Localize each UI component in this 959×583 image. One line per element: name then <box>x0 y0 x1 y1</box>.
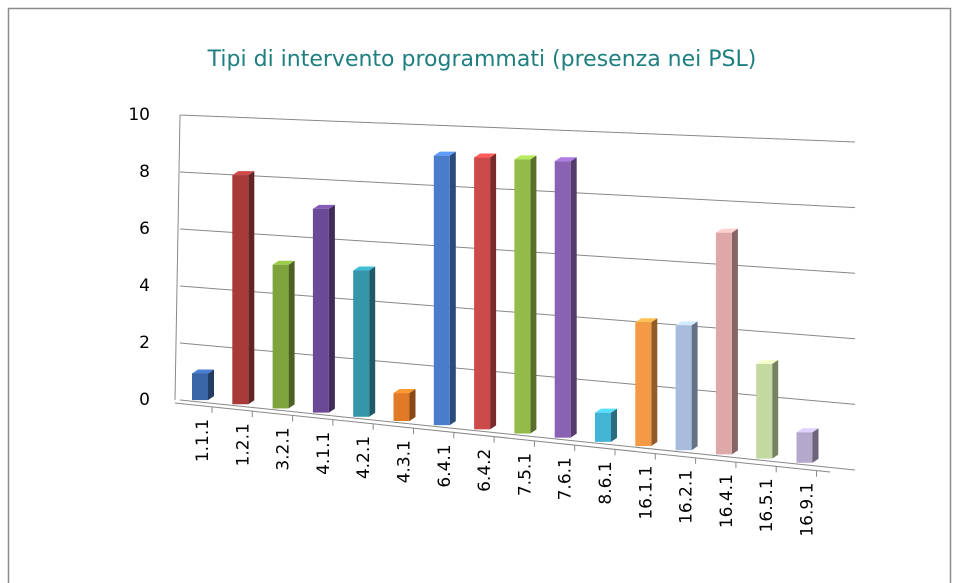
x-axis <box>174 402 831 473</box>
chart-title: Tipi di intervento programmati (presenza… <box>207 47 757 72</box>
y-tick-label: 6 <box>139 219 150 239</box>
bar <box>192 373 208 401</box>
bar-top <box>474 153 497 158</box>
grid-line <box>179 114 856 143</box>
y-tick-label: 8 <box>139 162 150 182</box>
bar-side <box>570 157 577 438</box>
bar-top <box>312 204 335 209</box>
bar <box>675 325 692 451</box>
bar <box>756 363 773 459</box>
bar-side <box>611 408 617 442</box>
left-wall <box>174 114 181 401</box>
y-tick-label: 0 <box>139 390 150 410</box>
grid-line <box>179 399 856 471</box>
bar-side <box>328 204 335 413</box>
bar-top <box>554 157 577 162</box>
x-tick-label: 16.9.1 <box>798 483 818 537</box>
bar <box>393 393 410 421</box>
bar-side <box>691 321 698 451</box>
x-tick-label: 6.4.1 <box>435 444 455 487</box>
bar-top <box>595 408 617 413</box>
bar-top <box>433 151 456 156</box>
x-tick-label: 6.4.2 <box>475 449 495 492</box>
y-tick-label: 2 <box>139 333 150 353</box>
bar-top <box>635 318 658 323</box>
x-tick-label: 8.6.1 <box>596 461 616 504</box>
x-tick-label: 7.6.1 <box>556 457 576 500</box>
bar-side <box>449 151 456 426</box>
bar-side <box>409 389 416 421</box>
bar <box>514 159 531 434</box>
bar <box>433 155 450 426</box>
x-tick-label: 1.1.1 <box>193 419 213 462</box>
bar <box>474 157 491 430</box>
bar-side <box>731 228 738 455</box>
bar-side <box>248 171 255 405</box>
x-tick-label: 4.2.1 <box>354 436 374 479</box>
x-tick-label: 16.5.1 <box>757 478 777 532</box>
x-tick-label: 16.4.1 <box>717 474 737 528</box>
bar-top <box>393 389 416 394</box>
x-tick-label: 16.1.1 <box>636 466 656 520</box>
bar-side <box>369 266 376 417</box>
bar <box>796 432 813 463</box>
bar-top <box>192 369 214 374</box>
x-tick-label: 7.5.1 <box>515 453 535 496</box>
bar <box>272 264 289 409</box>
bar-side <box>208 369 214 401</box>
bar <box>554 161 571 438</box>
bar-top <box>796 428 819 433</box>
bar-top <box>232 171 255 176</box>
bar-top <box>675 321 698 326</box>
bar <box>232 175 249 405</box>
x-tick-label: 4.3.1 <box>395 440 415 483</box>
bar-top <box>715 228 738 233</box>
x-tick-label: 16.2.1 <box>677 470 697 524</box>
bar <box>635 322 652 447</box>
bar-top <box>756 359 779 364</box>
bar <box>353 270 370 417</box>
x-tick-label: 3.2.1 <box>274 427 294 470</box>
bar-top <box>514 155 537 160</box>
bar <box>715 232 732 455</box>
y-tick-label: 10 <box>128 105 150 125</box>
bar-side <box>772 359 779 459</box>
bar-side <box>812 428 819 463</box>
bar-side <box>288 260 295 409</box>
bar-top <box>272 260 295 265</box>
bar <box>312 208 329 413</box>
bar-top <box>353 266 376 271</box>
x-tick-label: 1.2.1 <box>233 423 253 466</box>
bar-side <box>530 155 537 434</box>
bar-side <box>490 153 497 430</box>
bar-side <box>651 318 658 447</box>
y-tick-label: 4 <box>139 276 150 296</box>
x-tick-label: 4.1.1 <box>314 432 334 475</box>
bar <box>595 412 611 442</box>
